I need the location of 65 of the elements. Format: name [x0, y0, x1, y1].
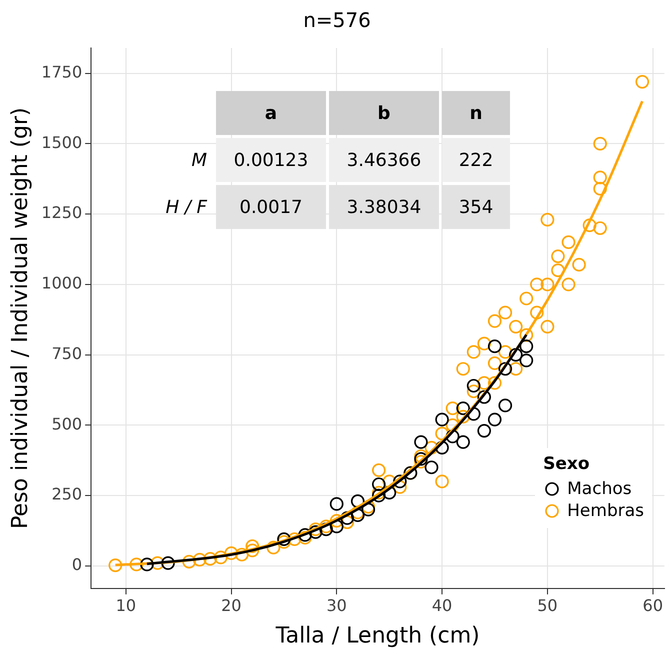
x-tick-label: 30 [326, 596, 347, 616]
chart-title: n=576 [303, 8, 371, 32]
point [414, 435, 428, 449]
point [372, 488, 386, 502]
point [372, 477, 386, 492]
y-tick-label: 1250 [41, 203, 82, 222]
point [340, 511, 354, 525]
point [330, 497, 344, 511]
x-tick-label: 20 [221, 596, 242, 616]
point [361, 502, 376, 516]
y-tick-label: 0 [72, 555, 82, 574]
annotation: a [216, 91, 326, 135]
annotation: 354 [442, 185, 510, 229]
point [140, 558, 154, 572]
y-tick-label: 750 [52, 344, 82, 363]
annotation: 3.38034 [329, 185, 439, 229]
point [446, 430, 460, 444]
point [435, 412, 449, 426]
point [435, 440, 449, 454]
y-tick-label: 1000 [41, 274, 82, 293]
x-tick-label: 10 [116, 596, 136, 616]
point [498, 362, 512, 376]
point [414, 452, 428, 466]
y-tick-label: 250 [52, 484, 82, 504]
annotation: 0.00123 [216, 138, 326, 182]
point [466, 378, 480, 393]
x-tick-label: 50 [537, 596, 558, 616]
point [424, 460, 438, 474]
point [498, 398, 512, 412]
point [330, 520, 344, 534]
point [466, 407, 480, 421]
annotation: n [442, 91, 510, 135]
annotation: 0.0017 [216, 185, 326, 229]
point [382, 486, 396, 500]
point [393, 474, 407, 488]
annotation: 3.46366 [329, 138, 439, 182]
point [520, 340, 534, 354]
y-tick-label: 1500 [41, 132, 82, 152]
point [277, 532, 291, 546]
annotation: 222 [442, 138, 510, 182]
point [509, 348, 523, 362]
annotation: M [190, 148, 208, 172]
y-tick-label: 1750 [41, 62, 82, 82]
point [456, 401, 470, 416]
x-axis-title: Talla / Length (cm) [274, 624, 480, 649]
point [456, 435, 470, 449]
legend-title: Sexo [543, 454, 591, 474]
annotation: H / F [164, 196, 208, 220]
y-axis-title: Peso individual / Individual weight (gr) [8, 107, 33, 529]
point [350, 494, 365, 508]
point [488, 340, 502, 354]
legend-label: Hembras [567, 501, 644, 521]
x-tick-label: 60 [642, 596, 663, 616]
point [308, 525, 322, 539]
legend-label: Machos [567, 479, 632, 499]
point [161, 556, 175, 570]
point [298, 528, 312, 542]
y-tick-label: 500 [52, 414, 82, 434]
annotation: b [329, 91, 439, 135]
point [488, 412, 502, 426]
point [350, 508, 365, 522]
point [520, 354, 534, 368]
point [477, 424, 491, 438]
x-tick-label: 40 [432, 596, 452, 616]
point [477, 390, 491, 404]
